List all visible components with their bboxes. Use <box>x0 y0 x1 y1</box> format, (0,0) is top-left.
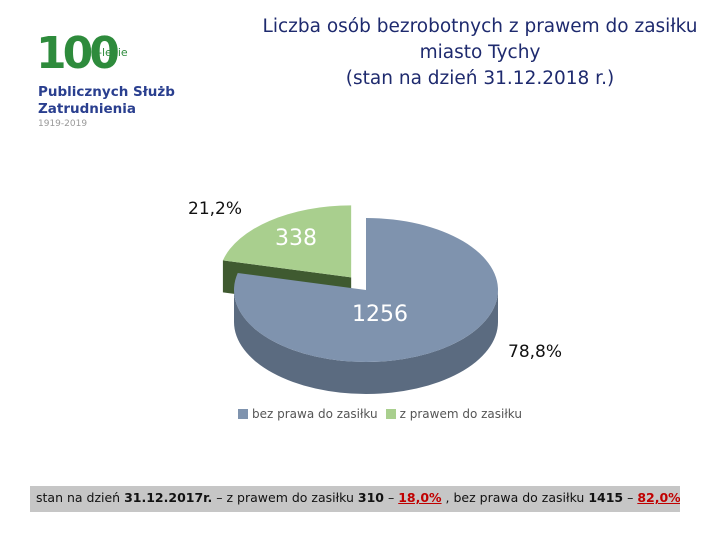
legend-swatch-bez-prawa <box>238 409 248 419</box>
legend-item-bez-prawa: bez prawa do zasiłku <box>238 407 378 421</box>
chart-title: Liczba osób bezrobotnych z prawem do zas… <box>210 14 720 92</box>
legend: bez prawa do zasiłku z prawem do zasiłku <box>238 407 530 421</box>
logo: 100 -lecie Publicznych Służb Zatrudnieni… <box>36 30 206 130</box>
percent-label-z-prawem: 21,2% <box>188 199 242 219</box>
slice-bez-prawa <box>234 217 498 363</box>
footer-z-pct: 18,0% <box>398 490 442 505</box>
footer-mid2: , bez prawa do zasiłku <box>441 490 589 505</box>
footer-prefix: stan na dzień <box>36 490 125 505</box>
slice-z-prawem <box>222 205 352 278</box>
legend-label-bez-prawa: bez prawa do zasiłku <box>252 407 378 421</box>
title-line2: miasto Tychy <box>419 42 541 63</box>
legend-swatch-z-prawem <box>385 409 396 419</box>
value-label-bez-prawa: 1256 <box>352 302 408 327</box>
footer-dash2: – <box>623 490 638 505</box>
logo-line2: Zatrudnienia <box>38 101 137 117</box>
logo-line1: Publicznych Służb <box>38 84 175 100</box>
title-line1: Liczba osób bezrobotnych z prawem do zas… <box>262 16 698 37</box>
pie-layer <box>222 205 498 394</box>
legend-label-z-prawem: z prawem do zasiłku <box>399 407 522 421</box>
footer-mid1: – z prawem do zasiłku <box>212 490 358 505</box>
footer-z-value: 310 <box>357 490 384 505</box>
value-label-z-prawem: 338 <box>275 226 317 251</box>
logo-suffix: -lecie <box>98 46 128 59</box>
logo-years: 1919-2019 <box>38 119 88 129</box>
footer-b-value: 1415 <box>588 490 624 505</box>
footer-note: stan na dzień 31.12.2017r. – z prawem do… <box>30 486 680 512</box>
title-line3: (stan na dzień 31.12.2018 r.) <box>345 68 615 89</box>
footer-date: 31.12.2017r. <box>124 490 213 505</box>
logo-number: 100 <box>36 28 120 79</box>
pie-chart: 21,2% 78,8% 338 1256 <box>188 199 562 394</box>
percent-label-bez-prawa: 78,8% <box>508 342 562 362</box>
footer-b-pct: 82,0% <box>637 490 680 505</box>
legend-item-z-prawem: z prawem do zasiłku <box>385 407 522 421</box>
slice-side-bez-prawa <box>234 290 498 394</box>
footer-dash1: – <box>384 490 399 505</box>
